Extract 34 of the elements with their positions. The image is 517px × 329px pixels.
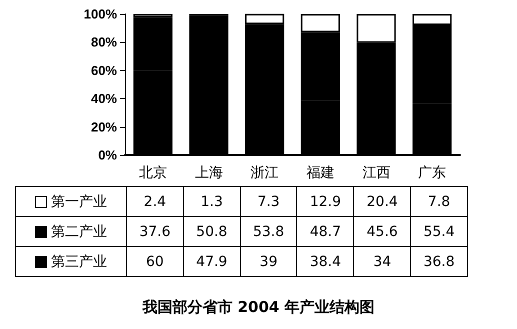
x-tick-label: 上海 (194, 164, 223, 180)
data-label: 12.9 (296, 186, 354, 216)
data-label: 39 (240, 246, 297, 276)
legend-label: 第二产业 (16, 216, 126, 246)
data-label: 47.9 (183, 246, 240, 276)
data-label: 48.7 (296, 216, 354, 246)
y-tick-label: 80% (90, 34, 118, 50)
data-label: 2.4 (126, 186, 184, 216)
data-label: 7.3 (240, 186, 297, 216)
legend-label: 第三产业 (16, 246, 126, 276)
y-tick-label: 60% (90, 62, 118, 78)
text: 我国部分省市 2004 年产业结构图 (141, 298, 376, 317)
x-tick-label: 广东 (418, 164, 446, 180)
data-label: 34 (354, 246, 411, 276)
data-label: 38.4 (296, 246, 354, 276)
y-tick-label: 100% (84, 6, 118, 22)
data-label: 50.8 (183, 216, 240, 246)
y-tick-label: 40% (90, 91, 118, 106)
data-label: 60 (126, 246, 184, 276)
data-label: 45.6 (354, 216, 411, 246)
data-label: 53.8 (240, 216, 297, 246)
data-label: 1.3 (183, 186, 240, 216)
x-tick-label: 浙江 (250, 164, 279, 180)
y-tick-label: 0% (98, 148, 118, 162)
data-label: 37.6 (126, 216, 184, 246)
x-tick-label: 福建 (306, 164, 334, 180)
data-label: 7.8 (410, 186, 468, 216)
data-label: 55.4 (410, 216, 468, 246)
x-tick-label: 江西 (362, 164, 390, 180)
y-tick-label: 20% (90, 119, 118, 134)
legend-label: 第一产业 (16, 186, 126, 216)
data-label: 20.4 (354, 186, 411, 216)
data-label: 36.8 (410, 246, 468, 276)
x-tick-label: 北京 (138, 164, 167, 180)
